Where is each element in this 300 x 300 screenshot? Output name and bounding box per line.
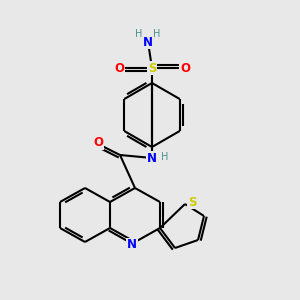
Text: O: O xyxy=(180,61,190,74)
Text: S: S xyxy=(148,61,156,74)
Text: O: O xyxy=(93,136,103,149)
Text: O: O xyxy=(114,61,124,74)
Text: H: H xyxy=(135,29,143,39)
Text: H: H xyxy=(161,152,169,162)
Text: H: H xyxy=(153,29,161,39)
Text: N: N xyxy=(147,152,157,164)
Text: N: N xyxy=(127,238,137,251)
Text: N: N xyxy=(143,35,153,49)
Text: S: S xyxy=(188,196,196,208)
